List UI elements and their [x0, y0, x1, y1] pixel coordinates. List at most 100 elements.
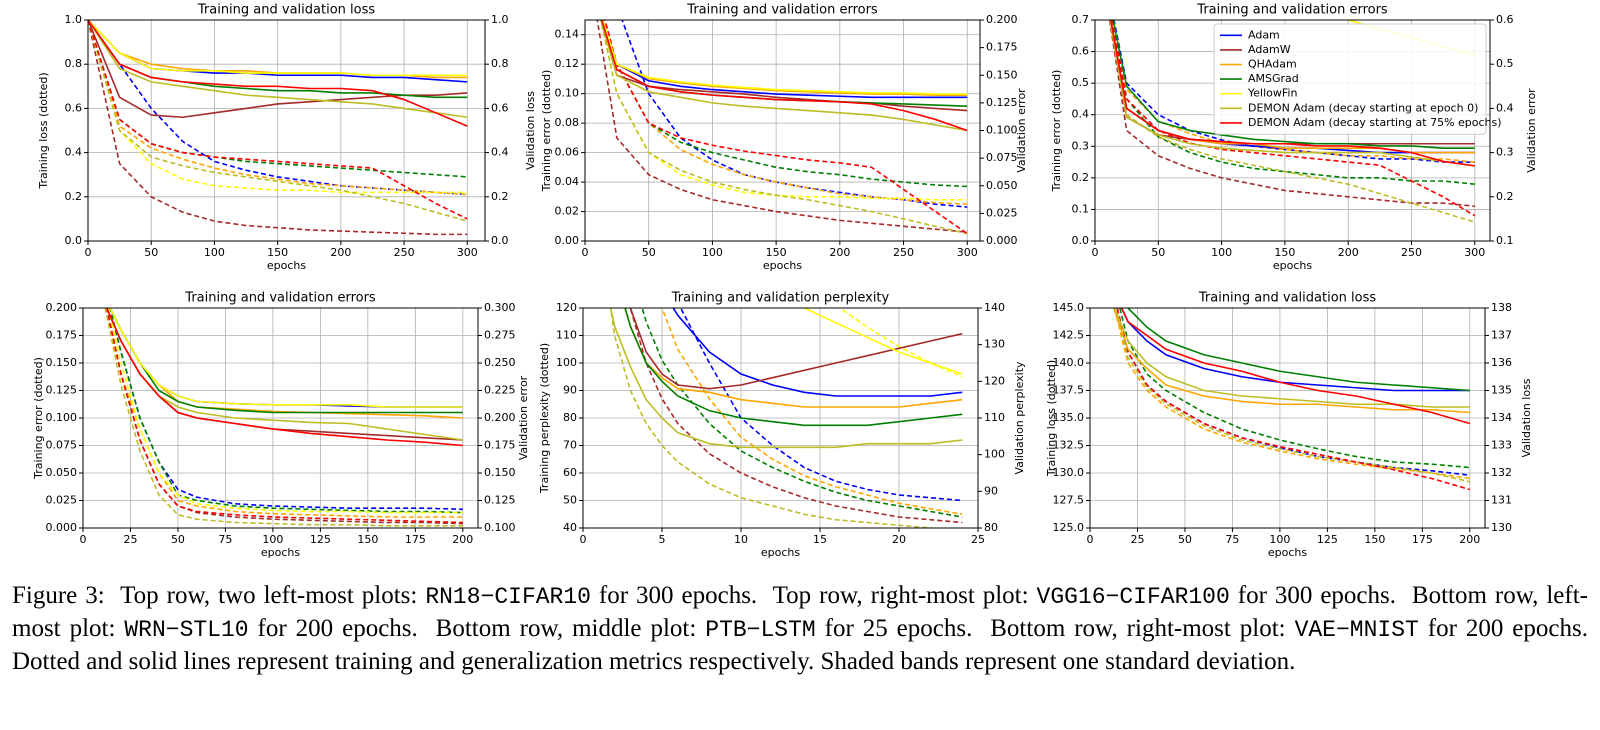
y-tick-label: 0.200 [46, 301, 78, 314]
y2-tick-label: 0.4 [491, 146, 509, 159]
x-tick-label: 10 [734, 533, 748, 546]
y-axis-label: Training loss (dotted) [37, 72, 50, 189]
y2-tick-label: 0.300 [484, 301, 516, 314]
y-tick-label: 0.175 [46, 329, 78, 342]
series-line [600, 20, 968, 132]
y2-tick-label: 132 [1491, 466, 1512, 479]
caption-text: for 300 epochs. Top row, right-most plot… [590, 582, 1037, 609]
series-line [1113, 20, 1475, 163]
y2-tick-label: 0.125 [986, 96, 1018, 109]
y2-tick-label: 140 [984, 301, 1005, 314]
x-tick-label: 0 [1092, 246, 1099, 259]
plot-frame [584, 19, 981, 242]
series-line [88, 20, 468, 119]
y-tick-label: 0.025 [46, 494, 78, 507]
y2-tick-label: 0.5 [1496, 57, 1514, 70]
x-tick-label: 300 [957, 246, 978, 259]
y-tick-label: 0.06 [555, 146, 580, 159]
x-tick-label: 25 [971, 533, 985, 546]
y2-tick-label: 0.2 [1496, 190, 1514, 203]
x-tick-label: 50 [642, 246, 656, 259]
series-line [105, 308, 463, 447]
x-tick-label: 200 [1338, 246, 1359, 259]
y2-axis-label: Validation error [1525, 88, 1538, 173]
y-tick-label: 0.050 [46, 466, 78, 479]
x-tick-label: 125 [1317, 533, 1338, 546]
plot-area [1108, 20, 1476, 223]
y2-tick-label: 0.075 [986, 151, 1018, 164]
x-tick-label: 125 [310, 533, 331, 546]
y2-tick-label: 0.4 [1496, 101, 1514, 114]
series-line [629, 308, 963, 524]
y-tick-label: 0.150 [46, 356, 78, 369]
legend-label: AMSGrad [1248, 72, 1299, 85]
series-line [604, 20, 968, 235]
x-tick-label: 100 [1211, 246, 1232, 259]
subplot: 0 50 100 150 200 250 300 0.00 0.02 0.04 0.06 0.08 0.… [540, 3, 1028, 273]
x-tick-label: 250 [394, 246, 415, 259]
plot-area [596, 20, 968, 235]
plot-frame [87, 19, 486, 242]
y-tick-label: 142.5 [1053, 329, 1085, 342]
caption: Figure 3: Top row, two left-most plots: … [12, 580, 1588, 678]
y2-tick-label: 134 [1491, 411, 1512, 424]
chart-title: Training and validation loss [1198, 291, 1376, 306]
y-tick-label: 127.5 [1053, 494, 1085, 507]
y-tick-label: 110 [556, 329, 577, 342]
chart-title: Training and validation errors [184, 291, 376, 306]
x-tick-label: 5 [659, 533, 666, 546]
y2-tick-label: 0.150 [986, 68, 1018, 81]
series-line [1112, 308, 1470, 414]
x-axis-label: epochs [267, 259, 306, 272]
y-tick-label: 0.8 [65, 57, 83, 70]
y2-tick-label: 1.0 [491, 13, 509, 26]
x-tick-label: 200 [330, 246, 351, 259]
series-line [1111, 20, 1476, 217]
y-tick-label: 0.08 [555, 116, 580, 129]
y2-axis-label: Validation loss [1520, 378, 1533, 457]
x-tick-label: 150 [357, 533, 378, 546]
y-tick-label: 137.5 [1053, 384, 1085, 397]
y-tick-label: 125.0 [1053, 521, 1085, 534]
x-tick-label: 50 [1151, 246, 1165, 259]
y-tick-label: 0.7 [1072, 13, 1090, 26]
legend-label: QHAdam [1248, 58, 1297, 71]
x-axis-label: epochs [763, 259, 802, 272]
series-line [601, 20, 968, 96]
y-tick-label: 1.0 [65, 13, 83, 26]
x-tick-label: 0 [80, 533, 87, 546]
series-line [105, 308, 463, 518]
series-line [661, 308, 963, 516]
x-axis-label: epochs [1273, 259, 1312, 272]
caption-text: for 200 epochs. Dotted and solid lines r… [12, 615, 1595, 675]
plot-area [104, 308, 463, 527]
y-tick-label: 0.02 [555, 205, 580, 218]
y2-tick-label: 0.150 [484, 466, 516, 479]
y2-axis-label: Validation loss [524, 91, 537, 170]
legend-label: YellowFin [1247, 87, 1297, 100]
y2-tick-label: 0.025 [986, 206, 1018, 219]
y2-axis-label: Validation error [1015, 88, 1028, 173]
y-tick-label: 130.0 [1053, 466, 1085, 479]
series-line [596, 20, 968, 233]
x-tick-label: 250 [893, 246, 914, 259]
series-line [1110, 20, 1475, 167]
y-tick-label: 0.075 [46, 439, 78, 452]
y-tick-label: 0.4 [1072, 108, 1090, 121]
x-tick-label: 100 [262, 533, 283, 546]
caption-code: RN18−CIFAR10 [425, 584, 591, 610]
y2-tick-label: 0.6 [491, 101, 509, 114]
series-line [88, 20, 468, 194]
y2-tick-label: 0.250 [484, 356, 516, 369]
y2-tick-label: 90 [984, 484, 998, 497]
y-axis-label: Training perplexity (dotted) [538, 343, 551, 494]
caption-text: for 300 epochs. Bottom row, left-most pl… [12, 582, 1588, 642]
series-line [600, 20, 968, 132]
y-tick-label: 0.04 [555, 175, 580, 188]
caption-code: VGG16−CIFAR100 [1036, 584, 1230, 610]
x-tick-label: 25 [123, 533, 137, 546]
x-tick-label: 50 [171, 533, 185, 546]
plot-area [609, 308, 963, 528]
y-tick-label: 120 [556, 301, 577, 314]
legend-label: DEMON Adam (decay starting at 75% epochs… [1248, 116, 1502, 129]
